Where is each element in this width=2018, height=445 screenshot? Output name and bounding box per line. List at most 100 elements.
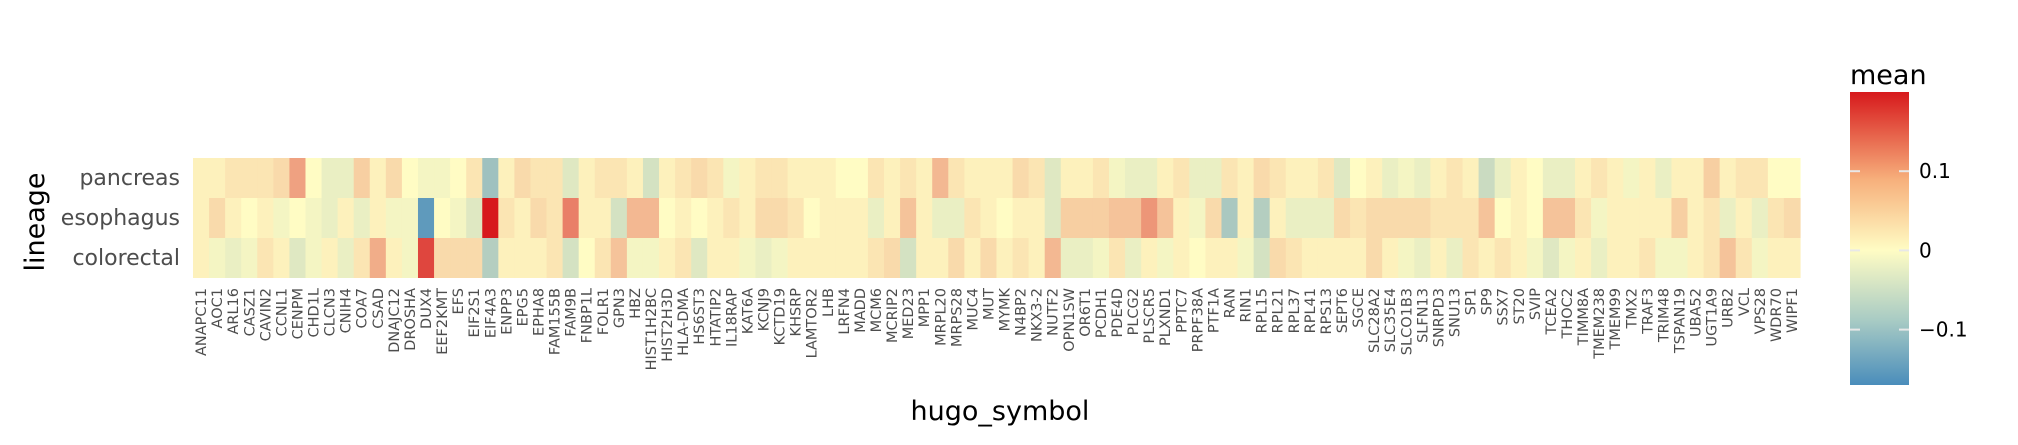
heatmap-cell-esophagus-SLFN13: [1414, 198, 1431, 238]
heatmap-cell-pancreas-LAMTOR2: [803, 158, 821, 198]
x-tick-label-EIF2S1: EIF2S1: [467, 288, 483, 337]
x-tick-label-KCNJ9: KCNJ9: [756, 288, 772, 331]
x-tick-label-EPHA8: EPHA8: [532, 288, 548, 336]
x-tick-label-TRIM48: TRIM48: [1656, 288, 1672, 343]
heatmap-cell-colorectal-OPN1SW: [1060, 238, 1078, 278]
heatmap-cell-colorectal-CHD1L: [305, 238, 323, 278]
heatmap-cell-pancreas-CAVIN2: [257, 158, 274, 198]
heatmap-cell-pancreas-FAM155B: [546, 158, 564, 198]
heatmap-cell-pancreas-TRIM48: [1655, 158, 1673, 198]
heatmap-cell-esophagus-HTATIP2: [707, 198, 724, 238]
heatmap-cell-colorectal-PPTC7: [1173, 238, 1190, 278]
heatmap-cell-pancreas-RIN1: [1237, 158, 1255, 198]
x-tick-labels: ANAPC11 AOC1 ARL16 CASZ1 CAVIN2 CCNL1 CENPM CHD…: [194, 288, 1801, 371]
heatmap-cell-esophagus-MADD: [851, 198, 869, 238]
x-tick-label-RPL41: RPL41: [1303, 288, 1319, 333]
heatmap-cell-colorectal-EIF4A3: [482, 238, 499, 278]
x-tick-label-PTF1A: PTF1A: [1206, 288, 1222, 333]
heatmap-cell-pancreas-IL18RAP: [723, 158, 740, 198]
heatmap-cell-pancreas-SNRPD3: [1430, 158, 1448, 198]
heatmap-cell-pancreas-SLC35E4: [1382, 158, 1399, 198]
x-tick-label-N4BP2: N4BP2: [1014, 288, 1030, 336]
heatmap-cell-colorectal-NUTF2: [1044, 238, 1062, 278]
heatmap-cell-colorectal-CNIH4: [337, 238, 355, 278]
heatmap-cell-pancreas-HLA-DMA: [675, 158, 692, 198]
heatmap-cell-colorectal-ANAPC11: [193, 238, 210, 278]
x-tick-label-DUX4: DUX4: [419, 288, 435, 329]
x-tick-label-CLCN3: CLCN3: [323, 288, 339, 336]
heatmap-cell-esophagus-SP1: [1462, 198, 1480, 238]
heatmap-cell-colorectal-VCL: [1735, 238, 1753, 278]
heatmap-cell-esophagus-ENPP3: [498, 198, 515, 238]
heatmap-cell-esophagus-GPN3: [610, 198, 628, 238]
heatmap-cell-colorectal-NKX3-2: [1028, 238, 1046, 278]
heatmap-cell-esophagus-MYMK: [996, 198, 1014, 238]
x-tick-label-RPS13: RPS13: [1319, 288, 1335, 334]
heatmap-cell-pancreas-SEPT6: [1333, 158, 1351, 198]
heatmap-cell-esophagus-EPG5: [514, 198, 532, 238]
heatmap-cell-esophagus-CAVIN2: [257, 198, 274, 238]
heatmap-cell-colorectal-FAM155B: [546, 238, 564, 278]
x-tick-label-VPS28: VPS28: [1753, 288, 1769, 334]
heatmap-cell-pancreas-VPS28: [1751, 158, 1769, 198]
x-tick-label-NKX3-2: NKX3-2: [1030, 288, 1046, 342]
x-tick-label-RIN1: RIN1: [1239, 288, 1255, 322]
heatmap-cell-colorectal-FAM9B: [562, 238, 580, 278]
x-tick-label-CENPM: CENPM: [290, 288, 306, 339]
heatmap-cell-colorectal-SLFN13: [1414, 238, 1431, 278]
heatmap-cell-pancreas-RAN: [1221, 158, 1239, 198]
heatmap-cell-colorectal-DNAJC12: [385, 238, 403, 278]
x-tick-label-RPL21: RPL21: [1271, 288, 1287, 333]
heatmap-cell-esophagus-RPL41: [1301, 198, 1319, 238]
heatmap-cell-pancreas-PRPF38A: [1189, 158, 1207, 198]
heatmap-cell-esophagus-SLCO1B3: [1398, 198, 1415, 238]
y-tick-label-pancreas: pancreas: [79, 166, 180, 191]
x-tick-label-VCL: VCL: [1737, 288, 1753, 316]
heatmap-cell-colorectal-SLC35E4: [1382, 238, 1399, 278]
heatmap-cell-esophagus-N4BP2: [1012, 198, 1030, 238]
heatmap-cell-esophagus-NKX3-2: [1028, 198, 1046, 238]
heatmap-cell-esophagus-RPL37: [1285, 198, 1303, 238]
x-tick-label-SEPT6: SEPT6: [1335, 288, 1351, 333]
heatmap-cell-esophagus-ANAPC11: [193, 198, 210, 238]
x-tick-label-KCTD19: KCTD19: [773, 288, 789, 345]
heatmap-cell-pancreas-FOLR1: [594, 158, 612, 198]
heatmap-cell-colorectal-PLCG2: [1125, 238, 1142, 278]
heatmap-cell-colorectal-UBA52: [1687, 238, 1705, 278]
x-tick-label-IL18RAP: IL18RAP: [724, 288, 740, 347]
heatmap-cell-pancreas-COA7: [353, 158, 371, 198]
heatmap-cell-pancreas-CCNL1: [273, 158, 291, 198]
heatmap-cell-colorectal-HLA-DMA: [675, 238, 692, 278]
heatmap-cell-colorectal-RPL37: [1285, 238, 1303, 278]
heatmap-cell-esophagus-MRPL20: [932, 198, 949, 238]
heatmap-cell-colorectal-HIST1H2BC: [642, 238, 660, 278]
heatmap-cell-esophagus-SEPT6: [1333, 198, 1351, 238]
heatmap-cell-esophagus-HIST2H3D: [659, 198, 676, 238]
x-tick-label-EPG5: EPG5: [515, 288, 531, 326]
x-tick-label-WDR70: WDR70: [1769, 288, 1785, 342]
heatmap-cell-colorectal-TMX2: [1623, 238, 1640, 278]
heatmap-cell-esophagus-THOC2: [1558, 198, 1576, 238]
heatmap-cell-pancreas-HIST2H3D: [659, 158, 676, 198]
heatmap-cell-esophagus-WIPF1: [1783, 198, 1801, 238]
heatmap-cell-pancreas-CENPM: [289, 158, 307, 198]
heatmap-cell-colorectal-EIF2S1: [466, 238, 483, 278]
heatmap-cell-esophagus-WDR70: [1767, 198, 1785, 238]
heatmap-cell-pancreas-GPN3: [610, 158, 628, 198]
heatmap-cell-esophagus-PRPF38A: [1189, 198, 1207, 238]
x-tick-label-CSAD: CSAD: [371, 288, 387, 329]
heatmap-cell-colorectal-SP1: [1462, 238, 1480, 278]
x-tick-label-CCNL1: CCNL1: [274, 288, 290, 336]
heatmap-cell-pancreas-PLSCR5: [1141, 158, 1158, 198]
x-tick-label-SLC28A2: SLC28A2: [1367, 288, 1383, 353]
heatmap-cell-pancreas-HBZ: [626, 158, 644, 198]
heatmap-cell-pancreas-OR6T1: [1076, 158, 1094, 198]
heatmap-cell-esophagus-MPP1: [916, 198, 933, 238]
x-tick-label-TMX2: TMX2: [1624, 288, 1640, 330]
heatmap-cell-esophagus-RAN: [1221, 198, 1239, 238]
heatmap-cell-colorectal-KCTD19: [771, 238, 789, 278]
y-tick-label-esophagus: esophagus: [61, 206, 180, 231]
heatmap-cell-colorectal-FNBP1L: [578, 238, 596, 278]
x-axis-title: hugo_symbol: [911, 396, 1090, 427]
heatmap-cell-colorectal-URB2: [1719, 238, 1737, 278]
